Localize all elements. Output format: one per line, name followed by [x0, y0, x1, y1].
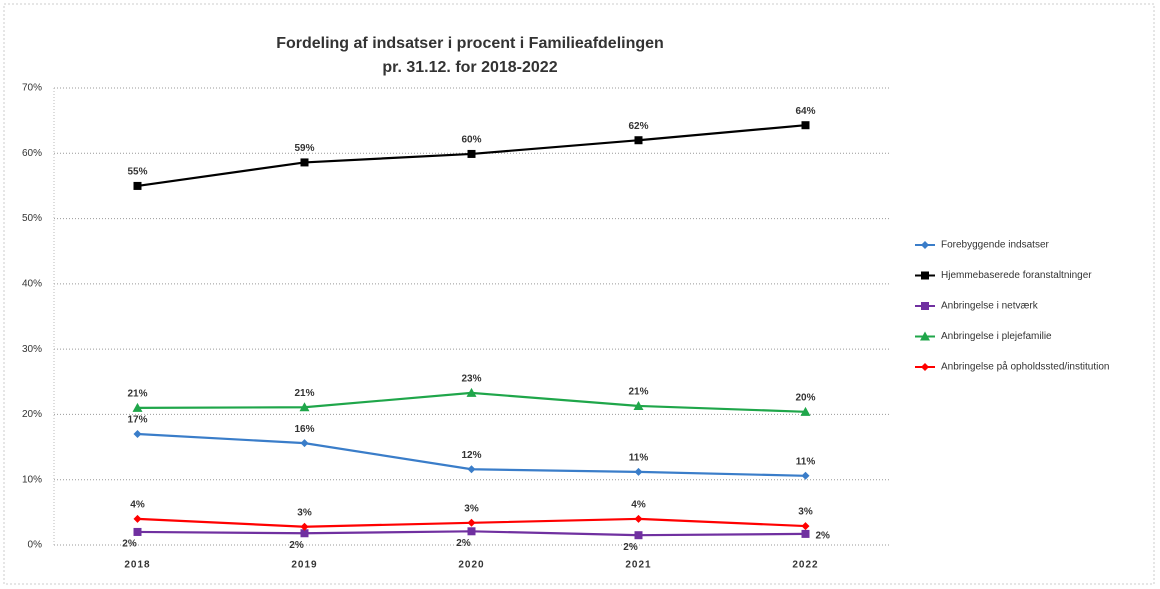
data-label: 17% [127, 415, 147, 426]
data-label: 20% [795, 392, 815, 403]
data-label: 3% [464, 503, 479, 514]
data-point [133, 430, 142, 439]
data-point [467, 149, 476, 158]
data-label: 60% [461, 135, 481, 146]
x-tick-label: 2018 [124, 560, 150, 571]
data-point [133, 527, 142, 536]
y-tick-label: 50% [22, 213, 42, 224]
legend-marker [921, 241, 929, 249]
data-label: 59% [294, 143, 314, 154]
data-label: 21% [127, 389, 147, 400]
x-tick-label: 2022 [792, 560, 818, 571]
data-point [467, 465, 476, 474]
legend-label: Forebyggende indsatser [941, 240, 1050, 251]
y-tick-label: 0% [28, 540, 43, 551]
data-label: 11% [629, 453, 649, 464]
data-point [299, 402, 310, 412]
data-point [634, 514, 643, 523]
data-point [801, 522, 810, 531]
data-point [467, 527, 476, 536]
data-point [300, 439, 309, 448]
chart-border [3, 3, 1155, 585]
legend-label: Anbringelse i plejefamilie [941, 331, 1052, 342]
data-label: 12% [461, 450, 481, 461]
data-point [634, 531, 643, 540]
legend-marker [921, 302, 929, 310]
data-point [801, 121, 810, 130]
chart-title: Fordeling af indsatser i procent i Famil… [276, 35, 664, 52]
legend-label: Anbringelse i netværk [941, 301, 1039, 312]
legend-label: Anbringelse på opholdssted/institution [941, 361, 1109, 373]
data-label: 2% [623, 542, 638, 553]
data-point [133, 181, 142, 190]
data-point [300, 522, 309, 531]
data-label: 2% [816, 531, 831, 542]
data-label: 21% [628, 387, 648, 398]
y-tick-label: 20% [22, 409, 42, 420]
data-label: 3% [798, 507, 813, 518]
data-point [634, 136, 643, 145]
x-tick-label: 2021 [625, 560, 651, 571]
data-point [466, 387, 477, 397]
data-label: 2% [289, 540, 304, 551]
chart-title: pr. 31.12. for 2018-2022 [382, 59, 557, 76]
data-point [132, 402, 143, 412]
legend-marker [920, 331, 930, 341]
data-label: 4% [130, 500, 145, 511]
data-label: 4% [631, 500, 646, 511]
legend-marker [921, 271, 929, 280]
y-tick-label: 10% [22, 474, 42, 485]
data-point [801, 471, 810, 480]
legend-marker [921, 363, 929, 371]
legend-label: Hjemmebaserede foranstaltninger [941, 270, 1092, 281]
data-label: 2% [122, 539, 137, 550]
data-point [300, 529, 309, 538]
x-tick-label: 2020 [458, 560, 484, 571]
y-tick-label: 60% [22, 148, 42, 159]
data-label: 3% [297, 507, 312, 518]
data-label: 11% [796, 456, 816, 467]
data-label: 21% [294, 388, 314, 399]
data-label: 64% [795, 106, 815, 117]
data-point [634, 467, 643, 476]
y-tick-label: 30% [22, 344, 42, 355]
data-label: 55% [127, 167, 147, 178]
y-tick-label: 40% [22, 278, 42, 289]
data-label: 23% [461, 374, 481, 385]
data-label: 62% [628, 121, 648, 132]
data-point [467, 518, 476, 527]
data-point [633, 400, 644, 410]
data-label: 2% [456, 538, 471, 549]
data-label: 16% [294, 424, 314, 435]
data-point [800, 406, 811, 416]
data-point [801, 529, 810, 538]
data-point [300, 158, 309, 167]
y-tick-label: 70% [22, 83, 42, 94]
data-point [133, 514, 142, 523]
x-tick-label: 2019 [291, 560, 317, 571]
